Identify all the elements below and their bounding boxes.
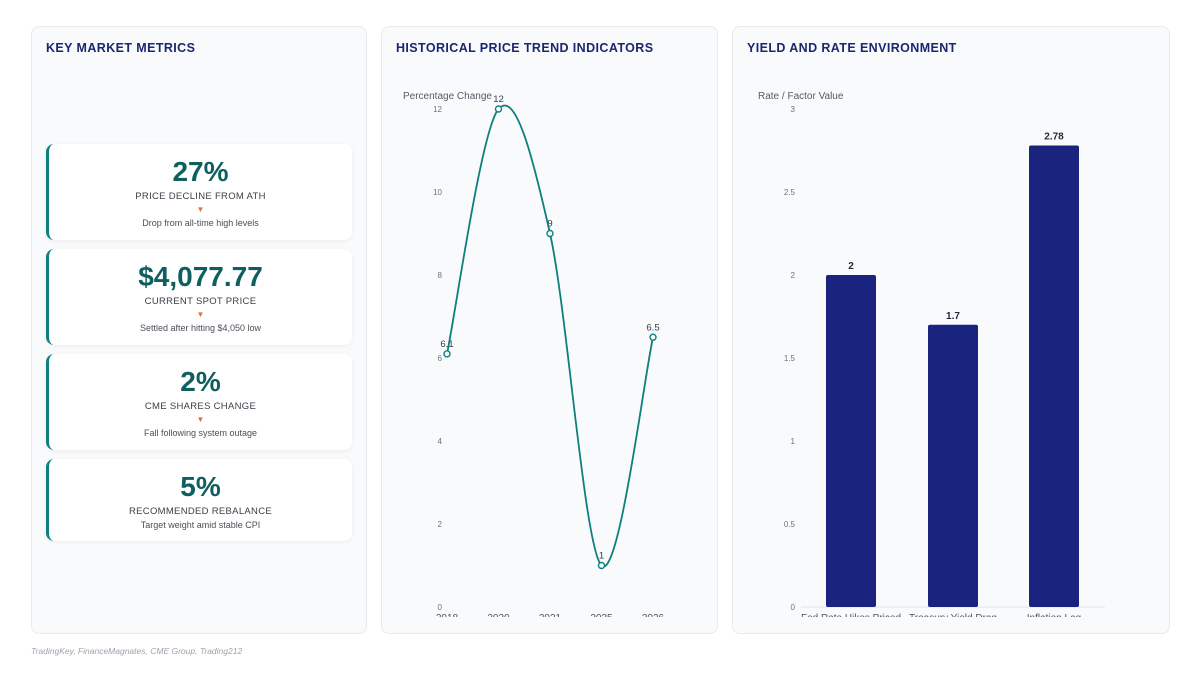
y-tick-label: 1.5 (784, 354, 796, 363)
line-chart: Percentage Change 0 2 4 6 8 10 12 2018 2020 2021 20… (403, 91, 665, 617)
bar (1029, 145, 1079, 607)
data-label: 2.78 (1044, 132, 1064, 143)
kpi-card-price-decline: 27% PRICE DECLINE FROM ATH ▼ Drop from a… (46, 144, 352, 240)
metrics-panel-title: KEY MARKET METRICS (46, 41, 196, 55)
kpi-value: 5% (180, 471, 221, 502)
yield-panel: YIELD AND RATE ENVIRONMENT Rate / Factor… (732, 26, 1170, 634)
trend-panel: HISTORICAL PRICE TREND INDICATORS Percen… (381, 26, 718, 634)
y-tick-label: 6 (438, 354, 443, 363)
y-tick-label: 8 (438, 271, 443, 280)
source-note: TradingKey, FinanceMagnates, CME Group, … (31, 646, 243, 656)
y-tick-label: 3 (791, 105, 796, 114)
kpi-subtext: Fall following system outage (143, 428, 258, 438)
y-tick-label: 0 (438, 603, 443, 612)
y-tick-label: 2 (791, 271, 796, 280)
data-point (597, 561, 606, 570)
kpi-subtext: Target weight amid stable CPI (140, 520, 261, 530)
x-tick-label: 2021 (539, 613, 562, 617)
y-tick-label: 0.5 (784, 520, 796, 529)
data-label: 1 (599, 551, 604, 562)
down-arrow-icon: ▼ (196, 415, 205, 424)
y-tick-label: 12 (433, 105, 442, 114)
y-tick-label: 1 (791, 437, 796, 446)
data-label: 9 (547, 219, 552, 230)
kpi-card-rebalance: 5% RECOMMENDED REBALANCE Target weight a… (46, 459, 352, 541)
series-line (446, 104, 654, 568)
kpi-card-spot-price: $4,077.77 CURRENT SPOT PRICE ▼ Settled a… (46, 249, 352, 345)
y-tick-label: 2 (438, 520, 443, 529)
yield-panel-title: YIELD AND RATE ENVIRONMENT (747, 41, 957, 55)
y-tick-label: 10 (433, 188, 442, 197)
x-tick-label: 2025 (590, 613, 613, 617)
x-tick-label: Fed Rate Hikes Priced (801, 613, 901, 617)
bar-chart: Rate / Factor Value 0 0.5 1 1.5 2 2.5 3 2 Fed Rat… (758, 91, 1105, 617)
data-label: 6.1 (440, 339, 453, 350)
kpi-label: CME SHARES CHANGE (144, 401, 257, 412)
metrics-panel: KEY MARKET METRICS 27% PRICE DECLINE FRO… (31, 26, 367, 634)
kpi-label: CURRENT SPOT PRICE (144, 296, 257, 307)
bar (928, 324, 978, 607)
data-label: 12 (493, 94, 504, 105)
x-tick-label: 2018 (436, 613, 459, 617)
y-axis-label: Percentage Change (403, 91, 492, 102)
kpi-value: 2% (180, 366, 221, 397)
down-arrow-icon: ▼ (196, 310, 205, 319)
y-tick-label: 2.5 (784, 188, 796, 197)
x-tick-label: 2026 (642, 613, 665, 617)
bar (826, 275, 876, 607)
data-point (546, 229, 554, 238)
x-tick-label: Treasury Yield Drag (909, 613, 997, 617)
x-tick-label: Inflation Lag (1027, 613, 1082, 617)
data-label: 2 (848, 261, 854, 272)
down-arrow-icon: ▼ (196, 205, 205, 214)
trend-panel-title: HISTORICAL PRICE TREND INDICATORS (396, 41, 654, 55)
data-point (494, 105, 503, 113)
kpi-subtext: Drop from all-time high levels (142, 218, 259, 228)
kpi-card-cme-shares: 2% CME SHARES CHANGE ▼ Fall following sy… (46, 354, 352, 450)
kpi-value: $4,077.77 (138, 261, 263, 292)
kpi-subtext: Settled after hitting $4,050 low (139, 323, 262, 333)
y-tick-label: 4 (438, 437, 443, 446)
data-label: 6.5 (646, 322, 659, 333)
x-tick-label: 2020 (487, 613, 510, 617)
data-label: 1.7 (946, 311, 960, 322)
kpi-label: PRICE DECLINE FROM ATH (135, 191, 266, 202)
kpi-value: 27% (172, 156, 229, 187)
y-tick-label: 0 (791, 603, 796, 612)
y-axis-label: Rate / Factor Value (758, 91, 844, 102)
kpi-label: RECOMMENDED REBALANCE (128, 506, 272, 517)
data-point (649, 333, 657, 341)
data-point (443, 350, 451, 358)
